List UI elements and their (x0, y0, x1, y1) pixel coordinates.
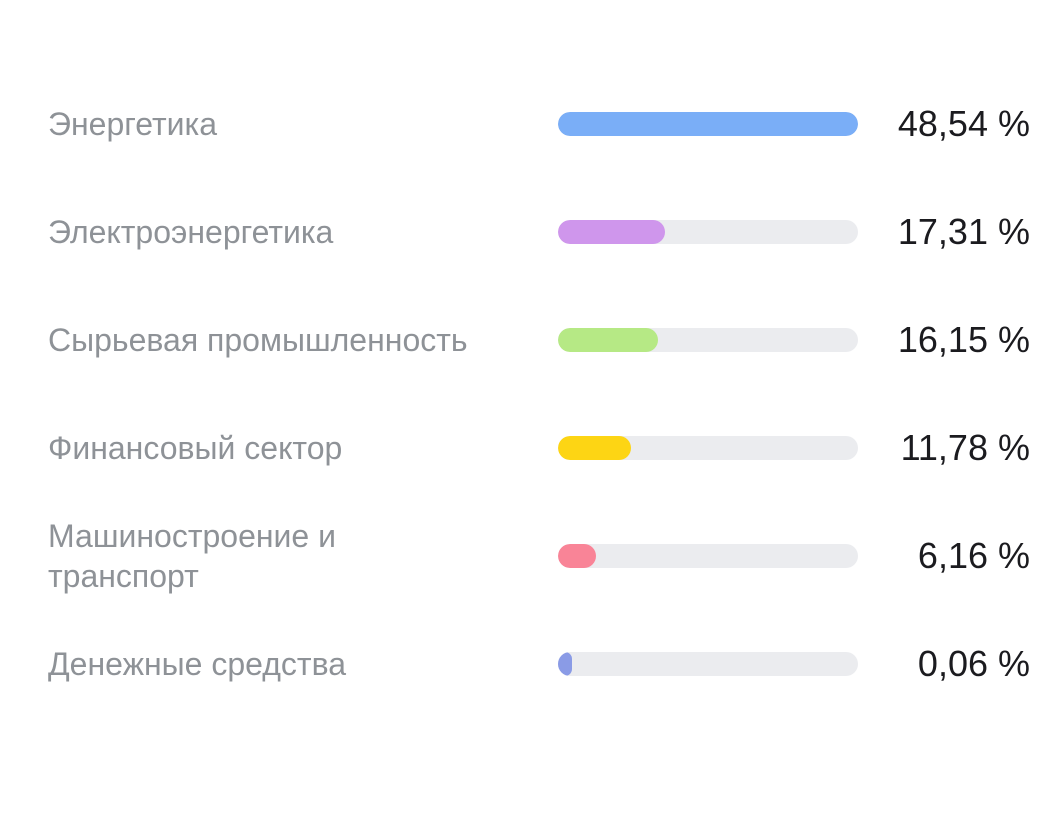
value-label: 6,16 % (917, 535, 1030, 576)
sector-name: Электроэнергетика (48, 214, 334, 250)
sector-row: Машиностроение и транспорт 6,16 % (0, 502, 1058, 610)
bar (558, 652, 572, 676)
sector-name: Машиностроение и транспорт (48, 518, 336, 594)
bar (558, 436, 631, 460)
bar (558, 220, 665, 244)
sector-name: Денежные средства (48, 646, 346, 682)
sector-row: Денежные средства 0,06 % (0, 610, 1058, 718)
bar-track (558, 436, 858, 460)
sector-row: Электроэнергетика 17,31 % (0, 178, 1058, 286)
bar-track (558, 220, 858, 244)
bar-track (558, 652, 858, 676)
value-label: 17,31 % (897, 211, 1030, 252)
bar (558, 328, 658, 352)
value-label: 48,54 % (897, 103, 1030, 144)
sector-name: Финансовый сектор (48, 430, 343, 466)
bar (558, 112, 858, 136)
sector-row: Сырьевая промышленность 16,15 % (0, 286, 1058, 394)
value-label: 16,15 % (897, 319, 1030, 360)
sector-name: Энергетика (48, 106, 217, 142)
bar-track (558, 544, 858, 568)
value-label: 11,78 % (900, 427, 1030, 468)
sector-row: Энергетика 48,54 % (0, 70, 1058, 178)
bar-track (558, 112, 858, 136)
bar-track (558, 328, 858, 352)
value-label: 0,06 % (917, 643, 1030, 684)
sector-name: Сырьевая промышленность (48, 322, 468, 358)
bar (558, 544, 597, 568)
sector-row: Финансовый сектор 11,78 % (0, 394, 1058, 502)
